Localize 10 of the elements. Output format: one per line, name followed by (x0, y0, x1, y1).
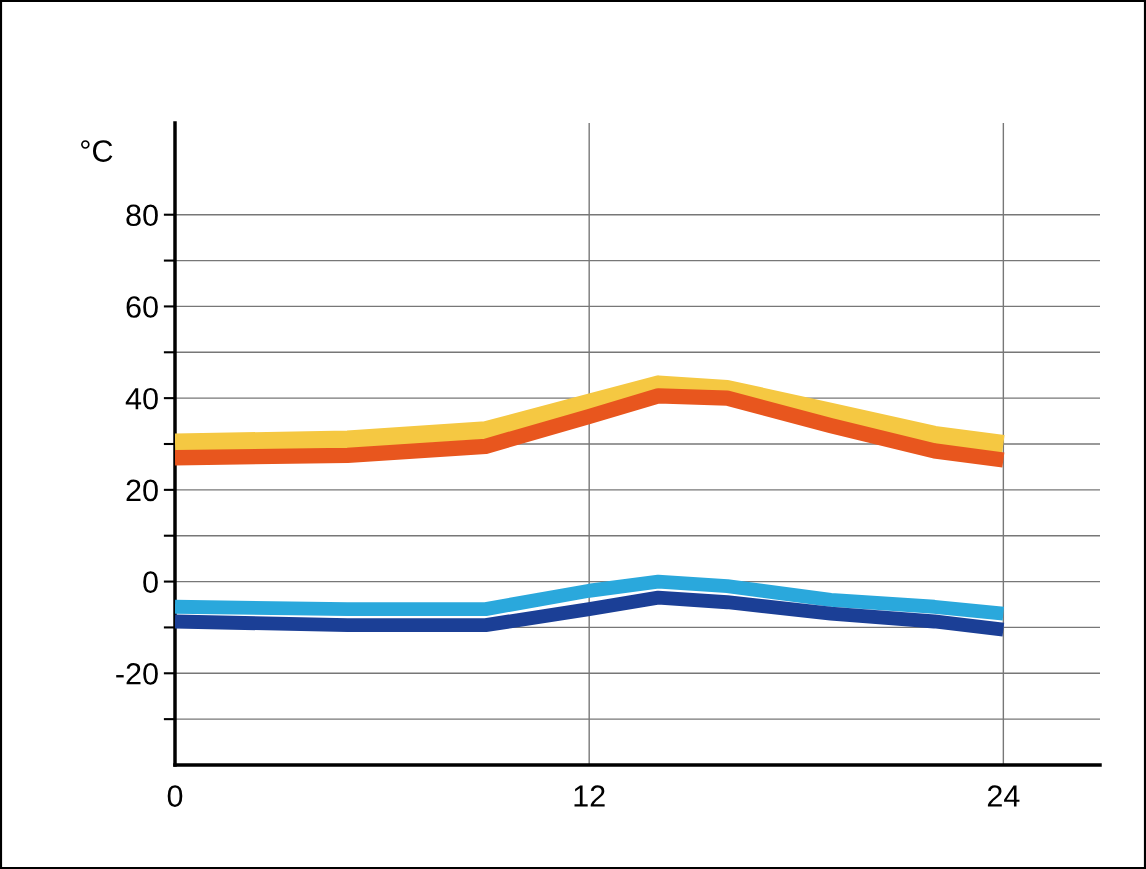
y-tick-label: -20 (116, 663, 158, 685)
y-tick-label: 60 (126, 296, 158, 318)
y-tick-label: 40 (125, 387, 158, 410)
y-tick-label: 80 (126, 204, 158, 227)
y-axis-title: °C (81, 140, 113, 162)
x-tick-label: 24 (987, 785, 1020, 807)
x-tick-label: 0 (167, 785, 183, 807)
y-tick-label: 0 (143, 571, 158, 593)
x-tick-label: 12 (574, 785, 605, 807)
y-tick-label: 20 (126, 479, 158, 502)
